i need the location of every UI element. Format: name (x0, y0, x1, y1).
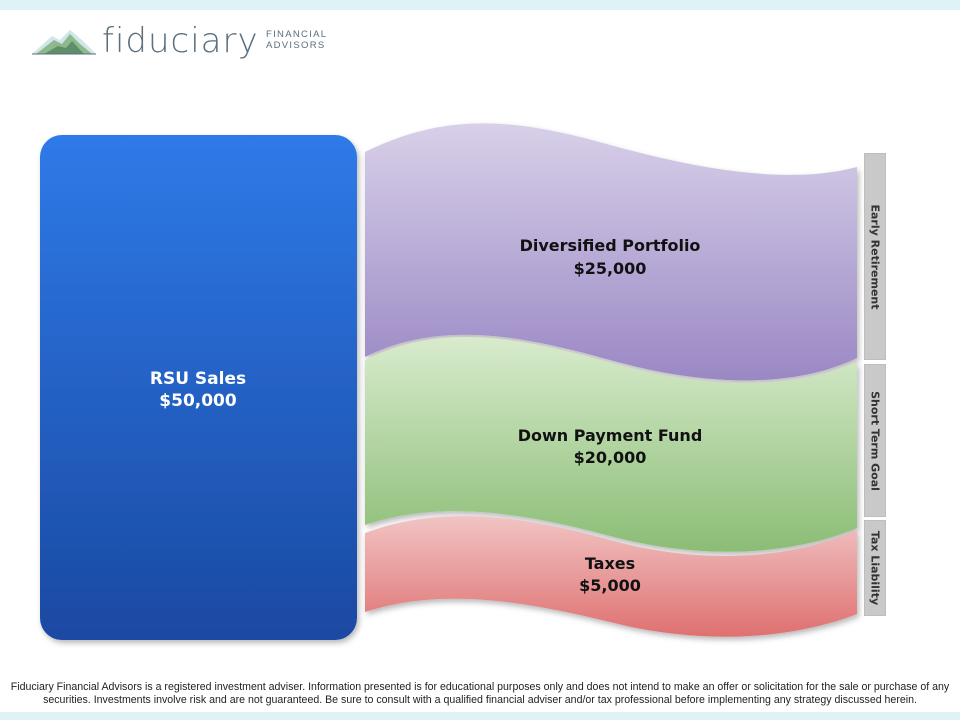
source-amount: $50,000 (159, 391, 237, 411)
flow-ribbon-portfolio (365, 123, 857, 381)
category-label-early-retirement: Early Retirement (864, 153, 886, 360)
logo-subtitle-line2: ADVISORS (266, 40, 326, 51)
flow-ribbon-taxes (365, 516, 857, 637)
flow-ribbon-downpayment (365, 337, 857, 552)
category-text-short-term-goal: Short Term Goal (868, 390, 882, 491)
source-label: RSU Sales (150, 369, 246, 389)
category-label-tax-liability: Tax Liability (864, 520, 886, 616)
flow-label-downpayment: Down Payment Fund (518, 426, 703, 445)
category-text-tax-liability: Tax Liability (868, 530, 882, 606)
flow-amount-downpayment: $20,000 (574, 448, 647, 467)
fiduciary-logo: fiduciary FINANCIAL ADVISORS (30, 20, 350, 64)
flow-label-taxes: Taxes (585, 554, 635, 573)
category-label-short-term-goal: Short Term Goal (864, 364, 886, 517)
source-box (40, 135, 357, 640)
category-text-early-retirement: Early Retirement (868, 204, 882, 309)
flow-label-portfolio: Diversified Portfolio (520, 236, 701, 255)
mountain-icon (32, 30, 96, 55)
flow-amount-portfolio: $25,000 (574, 259, 647, 278)
logo-subtitle-line1: FINANCIAL (266, 29, 328, 40)
logo-subtitle: FINANCIAL ADVISORS (266, 29, 346, 51)
disclaimer-text: Fiduciary Financial Advisors is a regist… (10, 681, 950, 706)
logo-wordmark: fiduciary (102, 21, 259, 61)
bottom-accent-band (0, 712, 960, 720)
top-accent-band (0, 0, 960, 10)
flow-amount-taxes: $5,000 (579, 576, 641, 595)
